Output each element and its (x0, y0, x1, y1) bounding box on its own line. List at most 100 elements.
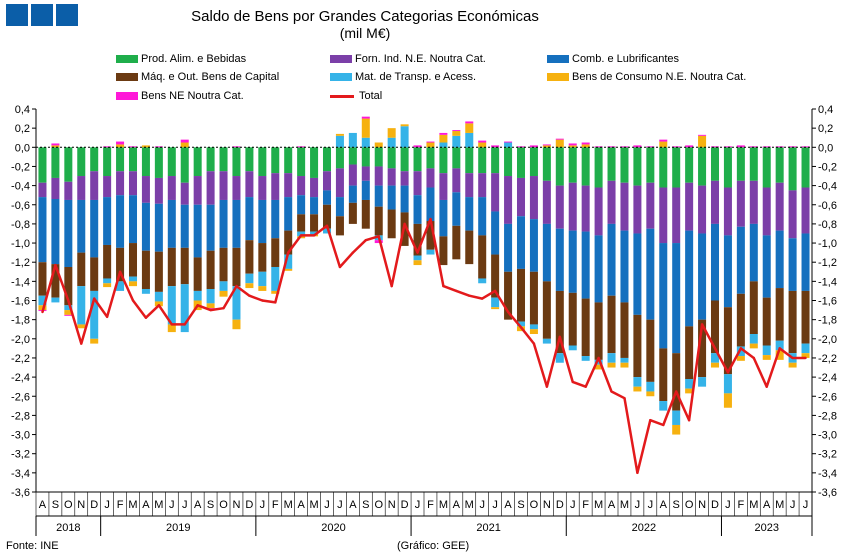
bar-segment-s0-m48 (659, 147, 668, 188)
bar-segment-s4-m43 (594, 359, 603, 365)
bar-segment-s0-m30 (426, 147, 435, 169)
bar-segment-s2-m35 (491, 211, 500, 255)
bar-segment-s6-m39 (542, 144, 551, 146)
month-label-50: O (685, 499, 694, 511)
y-tick-label-right: -2,8 (818, 410, 837, 422)
bar-segment-s5-m32 (452, 131, 461, 136)
bar-segment-s6-m53 (723, 146, 732, 148)
bar-segment-s1-m8 (141, 176, 150, 203)
bar-segment-s5-m54 (736, 356, 745, 361)
bar-segment-s2-m29 (413, 195, 422, 224)
bar-segment-s1-m6 (116, 171, 125, 196)
month-label-29: J (415, 499, 421, 511)
bar-segment-s5-m31 (439, 134, 448, 143)
month-label-56: A (763, 499, 771, 511)
bar-segment-s5-m2 (64, 310, 73, 315)
y-tick-label-right: -0,2 (818, 161, 837, 173)
bar-segment-s3-m33 (465, 230, 474, 265)
bar-segment-s2-m38 (529, 219, 538, 272)
bar-segment-s1-m23 (335, 168, 344, 198)
month-label-41: J (570, 499, 576, 511)
bar-segment-s0-m4 (90, 147, 99, 172)
bar-segment-s4-m50 (685, 379, 694, 389)
month-label-28: D (401, 499, 409, 511)
bar-segment-s1-m50 (685, 182, 694, 231)
bar-segment-s3-m57 (775, 288, 784, 341)
bar-segment-s5-m53 (723, 393, 732, 408)
bar-segment-s3-m29 (413, 223, 422, 256)
bar-segment-s0-m32 (452, 147, 461, 169)
bar-segment-s5-m16 (245, 283, 254, 289)
bar-segment-s4-m24 (348, 132, 357, 148)
bar-segment-s0-m16 (245, 147, 254, 172)
bar-segment-s2-m46 (633, 233, 642, 315)
month-label-6: F (117, 499, 124, 511)
bar-segment-s5-m44 (607, 362, 616, 368)
bar-segment-s3-m16 (245, 240, 254, 274)
legend-item-bens-consumo: Bens de Consumo N.E. Noutra Cat. (547, 71, 746, 83)
bar-segment-s6-m26 (374, 240, 383, 244)
bar-segment-s6-m40 (555, 138, 564, 140)
total-point-38 (532, 342, 536, 345)
legend-label: Máq. e Out. Bens de Capital (141, 71, 280, 83)
y-tick-label-right: -0,6 (818, 200, 837, 212)
bar-segment-s5-m48 (659, 141, 668, 148)
bar-segment-s3-m50 (685, 326, 694, 380)
total-point-28 (403, 222, 406, 226)
bar-segment-s5-m57 (775, 350, 784, 360)
bar-segment-s4-m52 (710, 353, 720, 363)
bar-segment-s5-m46 (633, 386, 642, 392)
bar-segment-s3-m0 (38, 262, 47, 296)
total-point-18 (274, 301, 277, 304)
bar-segment-s3-m59 (801, 290, 810, 344)
bar-segment-s3-m31 (439, 236, 448, 266)
bar-segment-s4-m11 (180, 284, 189, 333)
bar-segment-s0-m1 (51, 147, 60, 178)
bar-segment-s4-m46 (633, 377, 642, 387)
bar-segment-s2-m27 (387, 185, 396, 210)
bar-segment-s3-m20 (297, 214, 306, 232)
bar-segment-s1-m46 (633, 185, 642, 234)
legend-swatch (547, 55, 569, 63)
bar-segment-s3-m52 (710, 300, 720, 354)
month-label-12: A (194, 499, 202, 511)
month-label-17: J (260, 499, 266, 511)
bar-segment-s2-m12 (193, 204, 202, 258)
bar-segment-s4-m2 (64, 305, 73, 311)
bar-segment-s0-m52 (710, 147, 720, 181)
total-point-53 (726, 371, 730, 374)
bar-segment-s4-m21 (310, 231, 319, 235)
bar-segment-s4-m32 (452, 135, 461, 148)
y-tick-label-right: -1,8 (818, 315, 837, 327)
bar-segment-s5-m13 (206, 303, 215, 309)
bar-segment-s0-m22 (322, 147, 332, 172)
bar-segment-s3-m10 (167, 247, 176, 287)
bar-segment-s4-m57 (775, 340, 784, 351)
bar-segment-s4-m34 (478, 278, 487, 284)
bar-segment-s2-m53 (723, 235, 732, 308)
bar-segment-s2-m33 (465, 197, 474, 231)
bar-segment-s0-m6 (116, 147, 125, 172)
bar-segment-s4-m19 (284, 254, 293, 269)
bar-segment-s3-m36 (504, 271, 513, 320)
bar-segment-s3-m2 (64, 266, 73, 306)
bar-segment-s4-m4 (90, 290, 99, 339)
month-label-10: J (169, 499, 175, 511)
bar-segment-s2-m51 (698, 233, 707, 320)
total-point-35 (493, 289, 497, 293)
bar-segment-s2-m50 (685, 230, 694, 327)
bar-segment-s4-m18 (271, 266, 280, 291)
bar-segment-s0-m45 (620, 147, 629, 183)
bar-segment-s0-m31 (439, 147, 448, 174)
month-label-24: A (349, 499, 357, 511)
bar-segment-s2-m37 (516, 216, 526, 269)
bar-segment-s4-m10 (167, 286, 176, 325)
bar-segment-s3-m5 (103, 244, 112, 279)
y-tick-label-left: -2,6 (11, 391, 30, 403)
bar-segment-s2-m9 (154, 203, 163, 252)
y-tick-label-right: -1,2 (818, 257, 837, 269)
month-label-15: N (232, 499, 240, 511)
legend-swatch (547, 73, 569, 81)
bar-segment-s5-m40 (555, 139, 564, 148)
bar-segment-s3-m24 (348, 202, 357, 224)
